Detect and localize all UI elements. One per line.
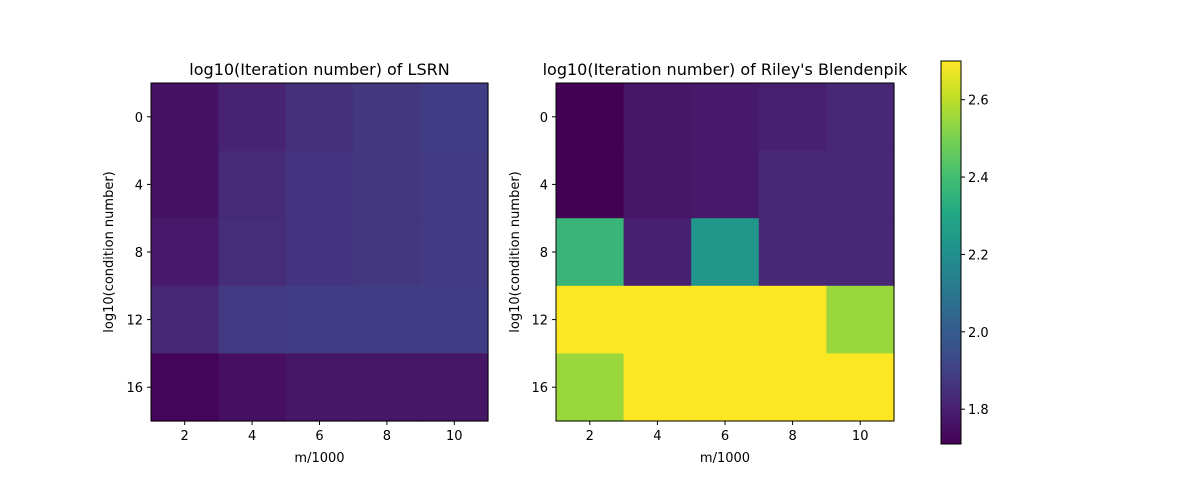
heatmap-cell <box>623 353 692 422</box>
x-axis-label: m/1000 <box>294 451 344 466</box>
x-tick-label: 10 <box>852 429 869 444</box>
heatmap-cell <box>285 150 354 219</box>
heatmap-cell <box>285 83 354 152</box>
x-ticks: 2 4 6 8 10 <box>181 421 463 444</box>
colorbar-tick-label: 2.4 <box>968 171 989 186</box>
y-tick-label: 8 <box>540 246 548 261</box>
colorbar-tick-label: 2.2 <box>968 248 989 263</box>
heatmap-cell <box>758 285 827 354</box>
colorbar: 1.8 2.0 2.2 2.4 2.6 <box>940 60 989 445</box>
y-axis-label: log10(condition number) <box>102 171 117 332</box>
heatmap-cell <box>285 353 354 422</box>
heatmap-cell <box>353 150 422 219</box>
heatmap-cell <box>353 285 422 354</box>
heatmap-cell <box>218 218 287 287</box>
heatmap-cell <box>353 218 422 287</box>
heatmap-cell <box>556 285 625 354</box>
heatmap-cell <box>218 150 287 219</box>
heatmap-cell <box>623 150 692 219</box>
colorbar-tick-label: 1.8 <box>968 403 989 418</box>
y-tick-label: 16 <box>126 381 143 396</box>
colorbar-tick-label: 2.0 <box>968 326 989 341</box>
x-tick-label: 2 <box>181 429 189 444</box>
heatmap-cell <box>151 150 219 219</box>
y-tick-label: 4 <box>135 178 143 193</box>
heatmap-cell <box>151 218 219 287</box>
heatmap-cell <box>151 353 219 422</box>
heatmap-cell <box>556 83 625 152</box>
heatmap-cell <box>218 353 287 422</box>
x-tick-label: 4 <box>653 429 661 444</box>
y-axis-label: log10(condition number) <box>508 171 523 332</box>
y-tick-label: 12 <box>126 314 143 329</box>
colorbar-frame <box>940 60 962 445</box>
heatmap-cell <box>285 285 354 354</box>
heatmap-cell <box>758 218 827 287</box>
y-tick-label: 12 <box>531 314 548 329</box>
heatmap-cell <box>826 150 895 219</box>
chart-title: log10(Iteration number) of Riley's Blend… <box>543 60 909 79</box>
y-ticks: 0 4 8 12 16 <box>126 111 151 396</box>
heatmap-cell <box>420 150 489 219</box>
heatmap-cell <box>218 285 287 354</box>
heatmap-cell <box>151 285 219 354</box>
x-ticks: 2 4 6 8 10 <box>586 421 869 444</box>
x-axis-label: m/1000 <box>700 451 750 466</box>
heatmap-cells <box>556 83 895 422</box>
heatmap-cell <box>758 150 827 219</box>
heatmap-cell <box>623 83 692 152</box>
heatmap-cell <box>826 218 895 287</box>
y-tick-label: 0 <box>135 111 143 126</box>
heatmap-cell <box>420 353 489 422</box>
x-tick-label: 10 <box>446 429 463 444</box>
colorbar-gradient <box>941 61 961 444</box>
heatmap-cell <box>353 353 422 422</box>
colorbar-ticks: 1.8 2.0 2.2 2.4 2.6 <box>961 94 989 418</box>
heatmap-cell <box>826 285 895 354</box>
heatmap-cell <box>218 83 287 152</box>
y-tick-label: 16 <box>531 381 548 396</box>
heatmap-cell <box>556 218 625 287</box>
heatmap-cell <box>758 83 827 152</box>
heatmap-cell <box>420 285 489 354</box>
heatmap-cell <box>556 353 625 422</box>
heatmap-cell <box>556 150 625 219</box>
x-tick-label: 4 <box>248 429 256 444</box>
heatmap-blendenpik: log10(Iteration number) of Riley's Blend… <box>508 60 908 466</box>
heatmap-cell <box>691 150 760 219</box>
heatmap-cells <box>151 83 489 422</box>
heatmap-cell <box>623 218 692 287</box>
x-tick-label: 6 <box>721 429 729 444</box>
heatmap-cell <box>691 218 760 287</box>
heatmap-cell <box>623 285 692 354</box>
heatmap-cell <box>826 353 895 422</box>
heatmap-cell <box>151 83 219 152</box>
heatmap-cell <box>691 353 760 422</box>
heatmap-cell <box>758 353 827 422</box>
y-ticks: 0 4 8 12 16 <box>531 111 556 396</box>
heatmap-cell <box>691 83 760 152</box>
y-tick-label: 8 <box>135 246 143 261</box>
y-tick-label: 0 <box>540 111 548 126</box>
heatmap-cell <box>691 285 760 354</box>
chart-title: log10(Iteration number) of LSRN <box>189 60 449 79</box>
colorbar-tick-label: 2.6 <box>968 94 989 109</box>
heatmap-cell <box>420 83 489 152</box>
x-tick-label: 2 <box>586 429 594 444</box>
heatmap-cell <box>353 83 422 152</box>
heatmap-cell <box>285 218 354 287</box>
x-tick-label: 6 <box>315 429 323 444</box>
heatmap-cell <box>420 218 489 287</box>
heatmap-cell <box>826 83 895 152</box>
x-tick-label: 8 <box>788 429 796 444</box>
x-tick-label: 8 <box>383 429 391 444</box>
heatmap-lsrn: log10(Iteration number) of LSRN 2 4 6 8 10 0… <box>102 60 489 466</box>
y-tick-label: 4 <box>540 178 548 193</box>
